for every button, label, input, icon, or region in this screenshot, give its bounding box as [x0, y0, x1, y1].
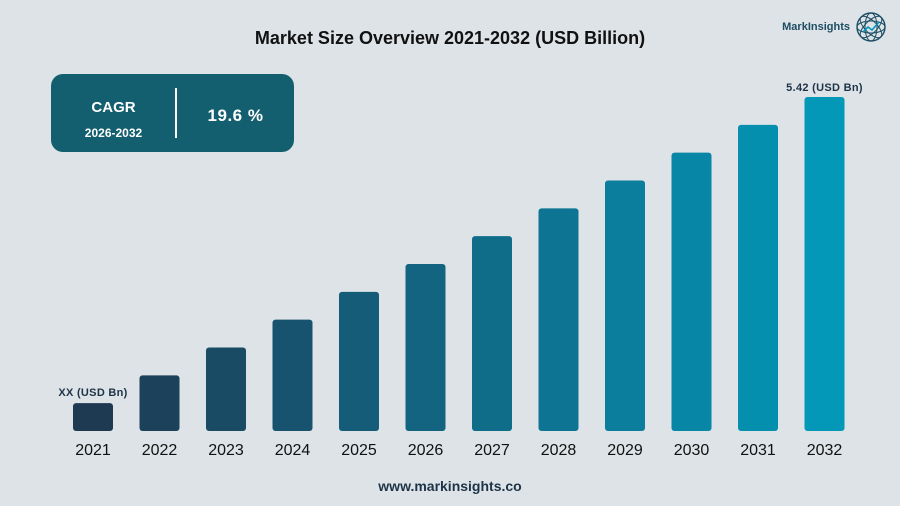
bar-2028: [538, 208, 579, 431]
cagr-panel: CAGR 2026-2032 19.6 %: [51, 74, 294, 152]
bar-2032: [804, 97, 845, 431]
x-tick-2031: 2031: [740, 442, 776, 459]
bar-2031: [738, 124, 778, 431]
bar-2027: [472, 236, 512, 431]
bar-2026: [405, 264, 446, 431]
x-tick-2022: 2022: [142, 442, 178, 459]
brand-logo: MarkInsights: [782, 10, 888, 44]
globe-logo-icon: [856, 12, 886, 42]
logo-text: MarkInsights: [782, 21, 850, 33]
bar-2029: [605, 180, 645, 431]
x-tick-2024: 2024: [275, 442, 311, 459]
x-tick-2029: 2029: [607, 442, 643, 459]
cagr-value: 19.6 %: [207, 106, 264, 125]
bar-2021: [73, 403, 113, 431]
footer-url: www.markinsights.co: [378, 478, 522, 494]
chart-title: Market Size Overview 2021-2032 (USD Bill…: [254, 28, 646, 48]
bar-2030: [671, 152, 712, 431]
x-tick-2026: 2026: [408, 442, 444, 459]
cagr-label: CAGR: [91, 99, 136, 116]
x-tick-2032: 2032: [807, 442, 843, 459]
x-tick-2023: 2023: [208, 442, 244, 459]
x-tick-2025: 2025: [341, 442, 377, 459]
bar-2023: [206, 347, 246, 431]
bar-2022: [139, 375, 180, 431]
bar-2024: [272, 319, 313, 431]
bar-2025: [339, 291, 379, 431]
x-tick-2028: 2028: [541, 442, 577, 459]
x-tick-2021: 2021: [75, 442, 111, 459]
x-tick-2030: 2030: [674, 442, 710, 459]
cagr-divider: [175, 88, 177, 138]
data-label-first: XX (USD Bn): [58, 387, 127, 399]
cagr-period: 2026-2032: [84, 126, 143, 140]
data-label-last: 5.42 (USD Bn): [786, 82, 863, 94]
x-tick-2027: 2027: [474, 442, 510, 459]
